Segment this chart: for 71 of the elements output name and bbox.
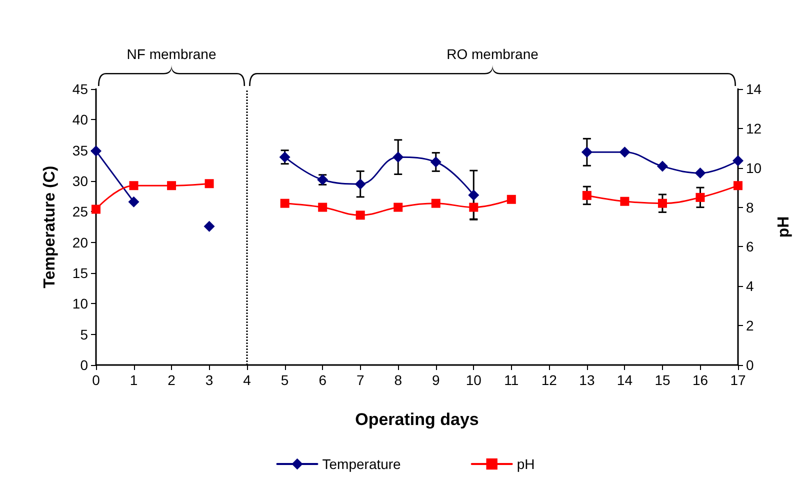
x-tick-label: 0	[92, 372, 100, 388]
point	[619, 146, 630, 158]
x-tick-label: 2	[168, 372, 176, 388]
y-tick-label: 20	[72, 234, 88, 250]
point	[696, 192, 705, 202]
x-tick-label: 5	[280, 372, 289, 388]
point	[694, 168, 706, 179]
y-tick-label: 40	[72, 112, 88, 128]
y-tick-label: 10	[72, 296, 88, 312]
point	[204, 179, 214, 188]
point	[620, 196, 630, 206]
text: RO membrane	[446, 46, 539, 62]
x-tick-label: 13	[579, 372, 595, 388]
point	[656, 160, 668, 172]
y2-tick-label: 10	[746, 160, 762, 176]
y2-tick-label: 4	[746, 278, 754, 294]
y-axis-title: Temperature (C)	[42, 166, 58, 288]
x-tick-label: 7	[356, 372, 364, 388]
text: NF membrane	[126, 46, 216, 62]
point	[734, 181, 742, 190]
y2-tick-label: 12	[746, 120, 762, 136]
point	[356, 210, 365, 220]
x-tick-label: 15	[654, 372, 670, 388]
point	[431, 198, 440, 208]
x-tick-label: 3	[205, 372, 214, 388]
point	[392, 152, 404, 163]
x-tick-label: 8	[394, 372, 402, 388]
point	[92, 204, 100, 214]
point	[581, 146, 592, 158]
point	[469, 202, 478, 212]
point	[318, 202, 328, 212]
y-tick-label: 0	[80, 357, 88, 373]
point	[582, 190, 592, 200]
point	[280, 198, 290, 208]
x-axis-title: Operating days	[355, 410, 479, 429]
x-tick-label: 16	[692, 372, 708, 388]
x-tick-label: 17	[730, 372, 746, 388]
y-tick-label: 45	[72, 81, 88, 97]
point	[506, 194, 516, 204]
x-tick-label: 10	[466, 372, 482, 388]
x-tick-label: 11	[504, 372, 519, 388]
x-tick-label: 6	[318, 372, 327, 388]
x-tick-label: 4	[243, 372, 252, 388]
y-tick-label: 15	[72, 265, 88, 281]
x-tick-label: 12	[541, 372, 558, 388]
y-tick-label: 35	[72, 142, 88, 158]
x-tick-label: 14	[616, 372, 633, 388]
point	[658, 198, 667, 208]
y-tick-label: 30	[72, 173, 88, 189]
y2-tick-label: 14	[746, 81, 762, 97]
y2-axis-title: pH	[776, 216, 792, 238]
y2-tick-label: 0	[746, 357, 754, 373]
x-tick-label: 1	[130, 372, 138, 388]
point	[204, 220, 215, 232]
y-tick-label: 5	[80, 326, 88, 342]
y-tick-label: 25	[72, 204, 88, 220]
y2-tick-label: 8	[746, 199, 754, 216]
x-tick-label: 9	[432, 372, 440, 388]
y2-tick-label: 6	[746, 238, 754, 255]
legend-label: Temperature	[322, 456, 402, 472]
point	[394, 202, 403, 212]
point	[732, 155, 744, 166]
point	[167, 181, 176, 190]
y2-tick-label: 2	[746, 318, 754, 334]
point	[128, 196, 140, 208]
point	[90, 145, 102, 156]
point	[354, 178, 366, 190]
legend-label: pH	[516, 456, 535, 472]
point	[430, 156, 442, 168]
point	[468, 190, 480, 201]
point	[129, 181, 138, 190]
